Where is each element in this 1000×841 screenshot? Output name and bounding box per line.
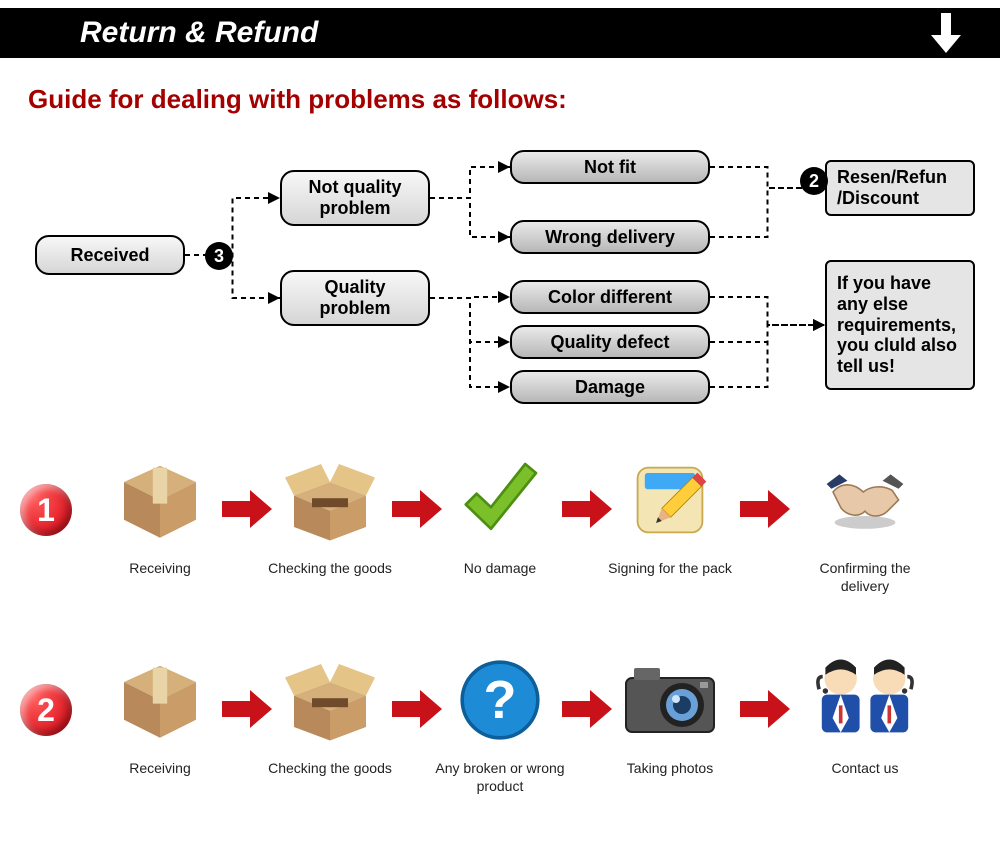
- flow-node-notqual: Not quality problem: [280, 170, 430, 226]
- box-open-icon: [275, 450, 385, 550]
- flow-badge-3: 3: [205, 242, 233, 270]
- flow-node-resend: Resen/Refun /Discount: [825, 160, 975, 216]
- step-badge-2: 2: [20, 684, 72, 736]
- step-cell: Signing for the pack: [605, 450, 735, 578]
- step-label: Signing for the pack: [605, 560, 735, 578]
- step-cell: No damage: [435, 450, 565, 578]
- header-bar: Return & Refund: [0, 8, 1000, 58]
- svg-text:?: ?: [484, 670, 517, 730]
- step-label: Receiving: [95, 760, 225, 778]
- flow-node-qual: Quality problem: [280, 270, 430, 326]
- box-open-icon: [275, 650, 385, 750]
- step-label: Checking the goods: [265, 760, 395, 778]
- flow-node-color: Color different: [510, 280, 710, 314]
- step-label: Taking photos: [605, 760, 735, 778]
- box-closed-icon: [105, 650, 215, 750]
- step-label: Checking the goods: [265, 560, 395, 578]
- flow-node-defect: Quality defect: [510, 325, 710, 359]
- step-badge-1: 1: [20, 484, 72, 536]
- flowchart: Received Not quality problem Quality probl…: [0, 130, 1000, 420]
- step-cell: Checking the goods: [265, 450, 395, 578]
- flow-node-else: If you have any else requirements, you c…: [825, 260, 975, 390]
- box-closed-icon: [105, 450, 215, 550]
- header-title: Return & Refund: [80, 16, 318, 49]
- flow-node-damage: Damage: [510, 370, 710, 404]
- flow-node-wrong: Wrong delivery: [510, 220, 710, 254]
- handshake-icon: [810, 450, 920, 550]
- step-label: Contact us: [800, 760, 930, 778]
- check-icon: [445, 450, 555, 550]
- step-label: Any broken or wrong product: [435, 760, 565, 795]
- arrow-right-icon: [740, 690, 790, 733]
- step-cell: Contact us: [800, 650, 930, 778]
- step-cell: Receiving: [95, 650, 225, 778]
- step-label: Confirming the delivery: [800, 560, 930, 595]
- step-cell: Taking photos: [605, 650, 735, 778]
- support-icon: [810, 650, 920, 750]
- page-subtitle: Guide for dealing with problems as follo…: [28, 84, 567, 115]
- step-cell: Receiving: [95, 450, 225, 578]
- page-root: Return & Refund Guide for dealing with p…: [0, 0, 1000, 841]
- camera-icon: [615, 650, 725, 750]
- flow-badge-2: 2: [800, 167, 828, 195]
- step-cell: ? Any broken or wrong product: [435, 650, 565, 795]
- question-icon: ?: [445, 650, 555, 750]
- down-arrow-icon: [927, 13, 965, 66]
- step-label: Receiving: [95, 560, 225, 578]
- step-cell: Checking the goods: [265, 650, 395, 778]
- pencil-icon: [615, 450, 725, 550]
- flow-node-received: Received: [35, 235, 185, 275]
- arrow-right-icon: [740, 490, 790, 533]
- step-cell: Confirming the delivery: [800, 450, 930, 595]
- step-label: No damage: [435, 560, 565, 578]
- flow-node-notfit: Not fit: [510, 150, 710, 184]
